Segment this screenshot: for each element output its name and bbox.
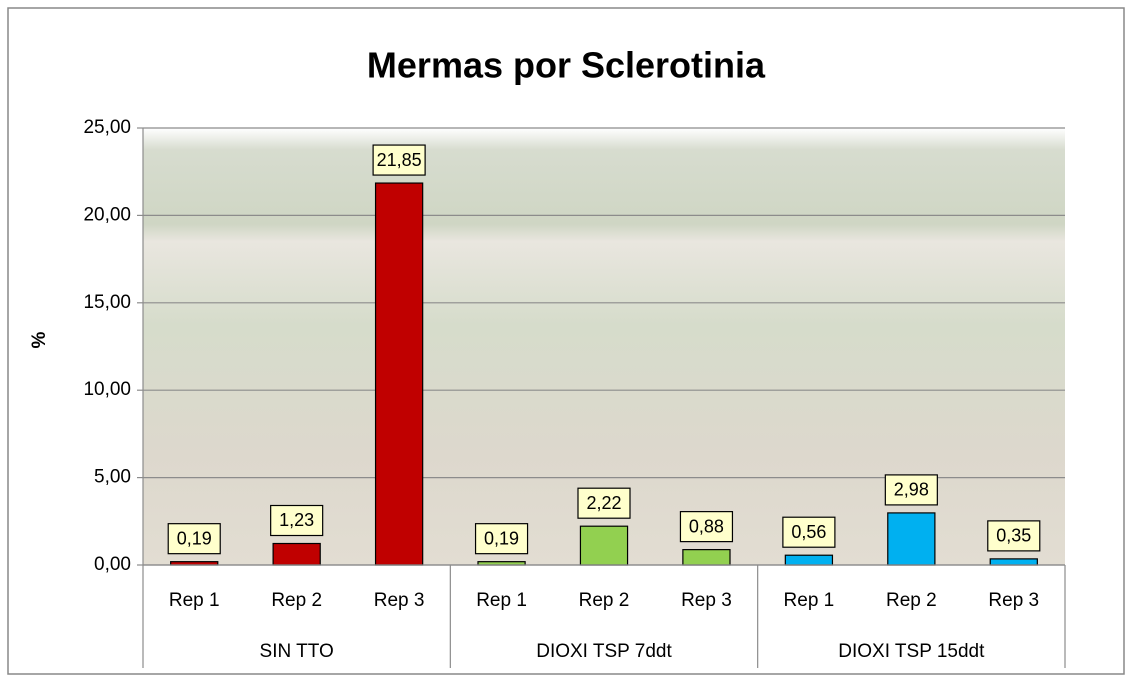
x-tick-label: Rep 2 <box>886 590 937 611</box>
value-label: 2,98 <box>894 480 929 500</box>
value-label: 21,85 <box>377 150 422 170</box>
y-tick-label: 20,00 <box>83 204 131 225</box>
x-tick-label: Rep 1 <box>169 590 220 611</box>
y-tick-label: 10,00 <box>83 379 131 400</box>
y-tick-label: 5,00 <box>94 467 131 488</box>
group-label: SIN TTO <box>260 641 334 662</box>
x-tick-label: Rep 1 <box>476 590 527 611</box>
y-tick-label: 15,00 <box>83 292 131 313</box>
bar <box>374 182 424 566</box>
y-tick-label: 0,00 <box>94 554 131 575</box>
value-label: 0,56 <box>791 522 826 542</box>
value-label-box <box>782 516 836 548</box>
x-tick-label: Rep 3 <box>988 590 1039 611</box>
x-tick-label: Rep 3 <box>681 590 732 611</box>
value-label-box <box>270 504 324 537</box>
value-label-box <box>679 511 734 543</box>
group-label: DIOXI TSP 15ddt <box>838 641 985 662</box>
bar <box>682 549 731 566</box>
x-tick-label: Rep 3 <box>374 590 425 611</box>
value-label: 0,19 <box>484 528 519 548</box>
bar <box>989 558 1038 566</box>
value-label: 0,35 <box>996 526 1031 546</box>
value-label-box <box>884 474 938 506</box>
value-label-box <box>167 523 221 555</box>
bar <box>887 512 936 566</box>
bar <box>579 525 629 566</box>
x-tick-label: Rep 2 <box>271 590 322 611</box>
y-tick-label: 25,00 <box>83 117 131 138</box>
value-label: 0,19 <box>177 528 212 548</box>
value-label-box <box>987 520 1041 552</box>
chart-title: Mermas por Sclerotinia <box>367 45 766 86</box>
group-label: DIOXI TSP 7ddt <box>536 641 672 662</box>
value-label-box <box>577 487 631 519</box>
value-label: 0,88 <box>689 516 724 536</box>
y-axis-label: % <box>29 331 50 348</box>
bar <box>272 542 321 566</box>
value-label: 2,22 <box>586 493 621 513</box>
value-label-box <box>372 144 426 176</box>
x-tick-label: Rep 1 <box>784 590 835 611</box>
bar <box>784 554 834 566</box>
value-label-box <box>474 523 529 555</box>
x-tick-label: Rep 2 <box>579 590 630 611</box>
value-label: 1,23 <box>279 510 314 530</box>
